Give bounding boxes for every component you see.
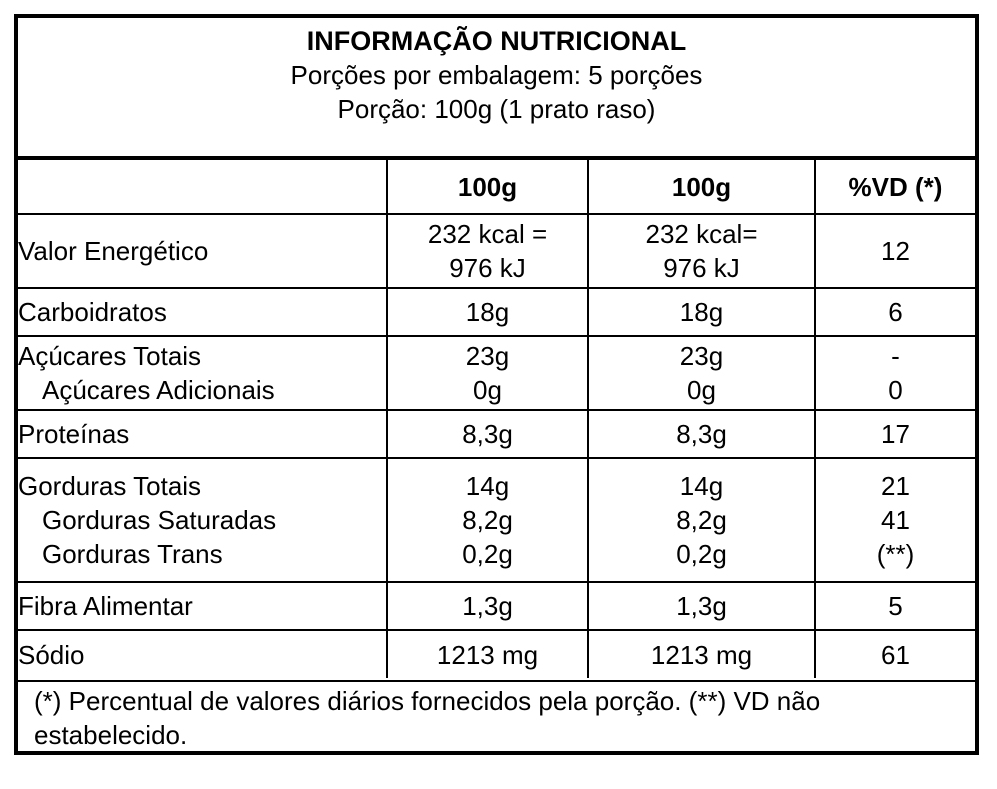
column-header-daily-value: %VD (*) <box>814 160 975 215</box>
fat-total-100g: 14g <box>465 471 510 501</box>
nutrition-table: 100g 100g %VD (*) Valor Energético 232 k… <box>18 160 975 678</box>
nutrient-daily-value: 21 41 (**) <box>814 457 975 583</box>
nutrient-value-serving: 1,3g <box>587 581 816 631</box>
sugars-total-serving: 23g <box>679 341 724 371</box>
energy-kj-serving: 976 kJ <box>663 253 740 283</box>
nutrient-value-serving: 14g 8,2g 0,2g <box>587 457 816 583</box>
nutrient-value-100g: 232 kcal = 976 kJ <box>386 213 589 289</box>
column-header-nutrient <box>18 160 388 215</box>
nutrient-daily-value: 61 <box>814 629 975 678</box>
fat-trans-100g: 0,2g <box>462 539 513 569</box>
nutrient-value-100g: 23g 0g <box>386 335 589 411</box>
nutrient-daily-value: 6 <box>814 287 975 337</box>
nutrient-name: Fibra Alimentar <box>18 581 388 631</box>
nutrient-name: Proteínas <box>18 409 388 459</box>
sugars-total-name: Açúcares Totais <box>18 341 202 371</box>
serving-size: Porção: 100g (1 prato raso) <box>337 94 656 124</box>
table-row: Fibra Alimentar 1,3g 1,3g 5 <box>18 581 975 631</box>
energy-kcal-serving: 232 kcal= <box>645 219 758 249</box>
table-header-row: 100g 100g %VD (*) <box>18 160 975 215</box>
column-header-per-100g: 100g <box>386 160 589 215</box>
nutrient-value-100g: 14g 8,2g 0,2g <box>386 457 589 583</box>
nutrient-name: Valor Energético <box>18 213 388 289</box>
sugars-added-serving: 0g <box>687 375 716 405</box>
nutrient-daily-value: 17 <box>814 409 975 459</box>
fat-saturated-name: Gorduras Saturadas <box>42 505 277 535</box>
table-row: Valor Energético 232 kcal = 976 kJ 232 k… <box>18 213 975 289</box>
nutrient-name: Açúcares Totais Açúcares Adicionais <box>18 335 388 411</box>
fat-total-vd: 21 <box>881 471 910 501</box>
nutrient-daily-value: - 0 <box>814 335 975 411</box>
table-row: Gorduras Totais Gorduras Saturadas Gordu… <box>18 457 975 583</box>
sugars-added-100g: 0g <box>473 375 502 405</box>
table-row: Sódio 1213 mg 1213 mg 61 <box>18 629 975 678</box>
nutrition-facts-label: INFORMAÇÃO NUTRICIONAL Porções por embal… <box>14 14 979 755</box>
label-title: INFORMAÇÃO NUTRICIONAL <box>306 26 687 56</box>
fat-saturated-serving: 8,2g <box>676 505 727 535</box>
fat-trans-serving: 0,2g <box>676 539 727 569</box>
column-header-per-serving: 100g <box>587 160 816 215</box>
nutrient-value-100g: 1,3g <box>386 581 589 631</box>
fat-total-name: Gorduras Totais <box>18 471 202 501</box>
nutrient-value-serving: 8,3g <box>587 409 816 459</box>
energy-kj-100g: 976 kJ <box>449 253 526 283</box>
sugars-total-vd: - <box>891 341 900 371</box>
table-row: Proteínas 8,3g 8,3g 17 <box>18 409 975 459</box>
fat-trans-vd: (**) <box>876 539 915 569</box>
nutrient-value-serving: 23g 0g <box>587 335 816 411</box>
nutrient-value-100g: 18g <box>386 287 589 337</box>
nutrient-value-serving: 18g <box>587 287 816 337</box>
nutrient-value-100g: 8,3g <box>386 409 589 459</box>
table-row: Carboidratos 18g 18g 6 <box>18 287 975 337</box>
label-header: INFORMAÇÃO NUTRICIONAL Porções por embal… <box>18 18 975 160</box>
sugars-added-name: Açúcares Adicionais <box>42 375 275 405</box>
table-row: Açúcares Totais Açúcares Adicionais 23g … <box>18 335 975 411</box>
fat-trans-name: Gorduras Trans <box>42 539 223 569</box>
sugars-total-100g: 23g <box>465 341 510 371</box>
nutrient-daily-value: 5 <box>814 581 975 631</box>
nutrient-value-serving: 1213 mg <box>587 629 816 678</box>
fat-saturated-vd: 41 <box>881 505 910 535</box>
fat-saturated-100g: 8,2g <box>462 505 513 535</box>
nutrient-name: Carboidratos <box>18 287 388 337</box>
nutrient-name: Sódio <box>18 629 388 678</box>
nutrient-value-100g: 1213 mg <box>386 629 589 678</box>
nutrient-value-serving: 232 kcal= 976 kJ <box>587 213 816 289</box>
footnote: (*) Percentual de valores diários fornec… <box>18 680 975 751</box>
nutrient-daily-value: 12 <box>814 213 975 289</box>
energy-kcal-100g: 232 kcal = <box>427 219 548 249</box>
nutrient-name: Gorduras Totais Gorduras Saturadas Gordu… <box>18 457 388 583</box>
fat-total-serving: 14g <box>679 471 724 501</box>
sugars-added-vd: 0 <box>888 375 903 405</box>
servings-per-package: Porções por embalagem: 5 porções <box>290 60 703 90</box>
